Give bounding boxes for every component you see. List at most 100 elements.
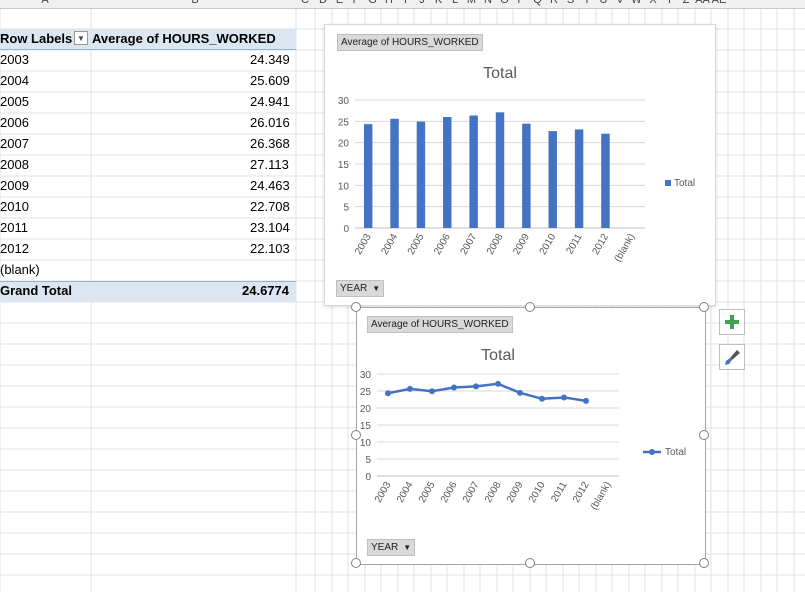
pivot-row-label: 2007: [0, 136, 29, 151]
pivot-row-labels-header: Row Labels: [0, 31, 73, 46]
column-letter[interactable]: N: [484, 0, 492, 6]
value-field-button[interactable]: Average of HOURS_WORKED: [367, 316, 513, 333]
column-letter[interactable]: F: [352, 0, 360, 6]
resize-handle-left[interactable]: [351, 430, 361, 440]
resize-handle-top-left[interactable]: [351, 302, 361, 312]
column-letter[interactable]: I: [403, 0, 408, 6]
bar: [495, 112, 505, 228]
plus-icon: [725, 315, 739, 329]
axis-field-button[interactable]: YEAR ▼: [336, 280, 385, 297]
y-tick-label: 10: [338, 181, 350, 192]
pivot-value-header: Average of HOURS_WORKED: [92, 31, 276, 46]
data-point: [429, 388, 435, 395]
column-letter[interactable]: X: [649, 0, 657, 6]
bar: [443, 116, 452, 228]
bar: [469, 115, 478, 228]
y-tick-label: 0: [365, 472, 371, 483]
column-letter[interactable]: W: [631, 0, 642, 6]
dropdown-arrow-icon: ▼: [403, 543, 412, 552]
pivot-grand-total-row: [0, 281, 296, 302]
pivot-row-label: 2008: [0, 157, 29, 172]
value-field-button[interactable]: Average of HOURS_WORKED: [337, 34, 483, 51]
column-letter[interactable]: AA: [695, 0, 710, 6]
column-letter[interactable]: B: [191, 0, 199, 6]
column-letter[interactable]: Y: [665, 0, 674, 6]
column-letter[interactable]: D: [319, 0, 327, 6]
column-letter[interactable]: C: [301, 0, 309, 6]
row-labels-filter-button[interactable]: ▼: [74, 31, 88, 45]
data-point: [583, 397, 589, 404]
resize-handle-top[interactable]: [525, 302, 535, 312]
y-tick-label: 10: [360, 438, 372, 449]
column-letter[interactable]: P: [517, 0, 525, 6]
x-tick-label: 2010: [527, 480, 548, 505]
column-header-strip: A B C D E F G H I J K L M N O P Q R S T U V W X Y Z AA AE: [0, 0, 805, 9]
y-tick-label: 20: [338, 139, 350, 150]
data-point: [385, 390, 391, 397]
y-tick-label: 15: [360, 421, 372, 432]
x-tick-label: 2012: [571, 480, 592, 505]
x-tick-label: 2006: [439, 480, 460, 505]
column-letter[interactable]: A: [41, 0, 49, 6]
data-point: [495, 380, 501, 387]
x-tick-label: 2012: [590, 232, 611, 257]
pivot-line-chart[interactable]: Average of HOURS_WORKED Total 0 5 10 15 20 25 3…: [356, 307, 706, 565]
axis-field-button[interactable]: YEAR ▼: [367, 539, 416, 556]
pivot-row-value: 26.016: [250, 115, 290, 130]
x-tick-label: 2008: [485, 232, 506, 257]
resize-handle-bottom-right[interactable]: [699, 558, 709, 568]
pivot-bar-chart[interactable]: Average of HOURS_WORKED Total 0 5 10 15 20 25 3…: [324, 24, 716, 306]
pivot-row-label: 2004: [0, 73, 29, 88]
pivot-row-value: 24.941: [250, 94, 290, 109]
x-tick-label: 2004: [395, 480, 416, 505]
bar: [363, 124, 373, 228]
legend-label: Total: [665, 447, 686, 458]
bar: [574, 129, 584, 228]
column-letter[interactable]: J: [419, 0, 425, 6]
column-letter[interactable]: M: [466, 0, 477, 6]
column-letter[interactable]: K: [434, 0, 443, 6]
pivot-row-value: 24.463: [250, 178, 290, 193]
column-letter[interactable]: T: [583, 0, 591, 6]
bar: [548, 131, 557, 228]
column-letter[interactable]: L: [451, 0, 459, 6]
resize-handle-bottom[interactable]: [525, 558, 535, 568]
column-letter[interactable]: U: [599, 0, 608, 6]
grand-total-label: Grand Total: [0, 283, 72, 298]
series-line: [387, 382, 587, 403]
pivot-row-label: 2010: [0, 199, 29, 214]
x-tick-label: 2003: [353, 232, 374, 257]
column-letter[interactable]: AE: [711, 0, 727, 6]
data-point: [517, 389, 523, 396]
axis-field-label: YEAR: [340, 283, 368, 294]
x-tick-label: 2004: [379, 232, 400, 257]
column-letter[interactable]: O: [500, 0, 509, 6]
pivot-row-value: 24.349: [250, 52, 290, 67]
chart-elements-button[interactable]: [719, 309, 745, 335]
y-tick-label: 30: [338, 96, 350, 107]
bar: [390, 118, 399, 228]
pivot-row-value: 23.104: [250, 220, 290, 235]
grand-total-value: 24.6774: [242, 283, 289, 298]
resize-handle-top-right[interactable]: [699, 302, 709, 312]
x-tick-label: (blank): [613, 232, 638, 264]
resize-handle-right[interactable]: [699, 430, 709, 440]
resize-handle-bottom-left[interactable]: [351, 558, 361, 568]
paintbrush-icon: [725, 350, 740, 365]
column-letter[interactable]: R: [550, 0, 558, 6]
x-tick-label: (blank): [589, 480, 614, 512]
column-letter[interactable]: H: [385, 0, 393, 6]
x-tick-label: 2007: [459, 232, 480, 257]
column-letter[interactable]: E: [335, 0, 344, 6]
x-tick-label: 2005: [406, 232, 427, 257]
chart-styles-button[interactable]: [719, 344, 745, 370]
bar: [416, 121, 426, 228]
data-point: [539, 395, 545, 402]
column-letter[interactable]: S: [566, 0, 575, 6]
column-letter[interactable]: G: [368, 0, 377, 6]
y-tick-label: 0: [343, 224, 349, 235]
x-tick-label: 2003: [373, 480, 394, 505]
column-letter[interactable]: Z: [682, 0, 690, 6]
column-letter[interactable]: V: [616, 0, 624, 6]
column-letter[interactable]: Q: [533, 0, 542, 6]
